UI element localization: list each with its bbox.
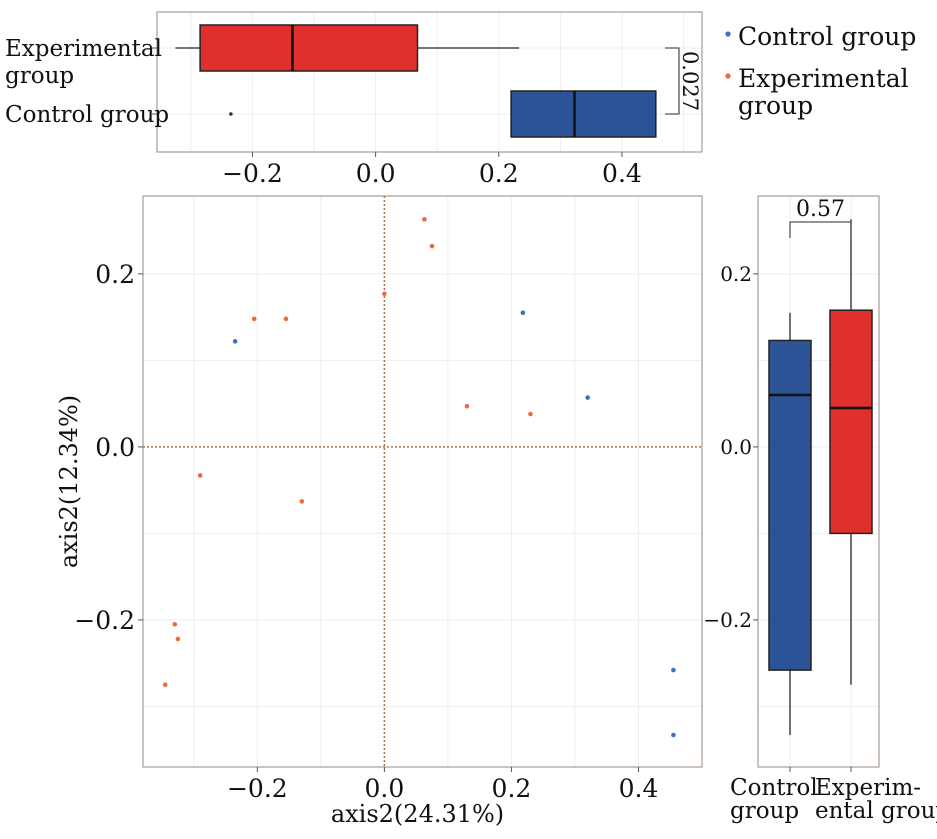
scatter-x-tick-label: 0.2: [492, 774, 532, 803]
scatter-point-experimental: [162, 682, 168, 688]
scatter-point-experimental: [429, 243, 435, 249]
scatter-x-axis-label: axis2(24.31%): [331, 800, 504, 828]
right-box-experimental: [829, 309, 873, 535]
scatter-point-control: [232, 339, 238, 344]
scatter-point-experimental: [172, 621, 178, 627]
legend-marker-experimental: [725, 73, 731, 79]
scatter-point-experimental: [299, 499, 305, 504]
right-y-tick-label: 0.0: [720, 435, 752, 459]
scatter-point-control: [520, 310, 526, 316]
top-box-outlier: [229, 112, 233, 116]
top-box-experimental: [199, 24, 419, 72]
scatter-point-experimental: [175, 636, 181, 642]
right-significance-value: 0.57: [796, 197, 845, 222]
scatter-y-tick-label: −0.2: [74, 606, 135, 635]
top-category-label-experimental-line2: group: [5, 63, 74, 89]
scatter-point-experimental: [197, 473, 203, 478]
right-y-tick-label: 0.2: [720, 262, 752, 286]
right-category-label-experimental-line2: ental group: [815, 798, 937, 824]
scatter-plot-area: [143, 196, 702, 767]
scatter-x-tick-label: −0.2: [227, 774, 288, 803]
right-significance-bracket: [789, 221, 852, 238]
legend-marker-control: [725, 31, 731, 37]
scatter-panel: −0.2 0.0 0.2 0.4−0.20.00.2axis2(24.31%)axis…: [55, 195, 703, 828]
scatter-y-axis-label: axis2(12.34%): [55, 395, 83, 568]
scatter-point-experimental: [251, 316, 257, 322]
right-category-label-control-line1: Control: [730, 775, 818, 801]
scatter-point-experimental: [422, 217, 427, 222]
top-box-control: [510, 90, 657, 138]
scatter-point-control: [671, 732, 676, 738]
right-category-label-experimental-line1: Experim-: [815, 775, 921, 801]
scatter-point-experimental: [382, 291, 387, 297]
top-category-label-experimental-line1: Experimental: [5, 36, 162, 62]
right-frame: [757, 195, 880, 768]
legend-label-experimental-line1: Experimental: [738, 64, 909, 93]
right-y-tick-label: −0.2: [703, 608, 752, 632]
legend-label-experimental-line2: group: [738, 91, 813, 120]
top-x-tick-label: 0.2: [479, 159, 519, 188]
scatter-point-control: [671, 667, 676, 673]
scatter-y-tick-label: 0.2: [95, 260, 135, 289]
scatter-x-tick-label: 0.0: [365, 774, 405, 803]
top-x-tick-label: 0.4: [602, 159, 642, 188]
top-category-label-control: Control group: [5, 102, 169, 128]
scatter-point-experimental: [464, 403, 470, 409]
top-significance-bracket: [665, 47, 680, 115]
scatter-point-experimental: [283, 316, 289, 322]
top-x-tick-label: −0.2: [222, 159, 283, 188]
top-significance-value: 0.027: [678, 51, 702, 111]
scatter-y-tick-label: 0.0: [95, 433, 135, 462]
scatter-x-tick-label: 0.4: [619, 774, 659, 803]
scatter-point-experimental: [528, 411, 533, 417]
top-x-tick-label: 0.0: [356, 159, 396, 188]
right-category-label-control-line2: group: [730, 798, 799, 824]
scatter-frame: [142, 195, 703, 768]
right-box-control: [768, 339, 812, 671]
legend-label-control: Control group: [738, 22, 916, 51]
scatter-point-control: [585, 395, 590, 400]
top-frame: [156, 11, 703, 153]
